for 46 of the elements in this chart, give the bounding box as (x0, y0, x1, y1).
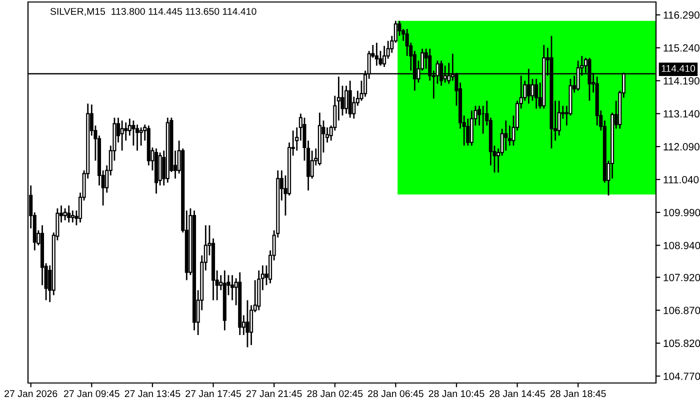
candlestick (70, 210, 74, 224)
candlestick (246, 300, 250, 348)
x-tick-label: 28 Jan 02:45 (307, 390, 363, 398)
candlestick (132, 120, 136, 146)
candlestick (348, 80, 352, 118)
candlestick (466, 118, 470, 146)
candlestick (139, 126, 143, 146)
ref-line-label: 114.410 (662, 65, 696, 72)
candlestick (310, 150, 314, 180)
y-tick-label: 114.190 (664, 77, 700, 85)
x-tick-label: 28 Jan 06:45 (368, 390, 424, 398)
candlestick (504, 120, 508, 152)
x-tick-label: 27 Jan 09:45 (64, 390, 120, 398)
candlestick (63, 208, 67, 221)
y-tick-label: 108.940 (664, 242, 700, 250)
candlestick (344, 85, 348, 114)
candlestick (530, 78, 534, 102)
x-tick-label: 27 Jan 17:45 (186, 390, 241, 398)
y-tick-label: 116.290 (664, 11, 700, 19)
y-tick-label: 105.820 (664, 340, 700, 348)
y-tick-label: 112.090 (664, 143, 700, 150)
x-tick-label: 27 Jan 13:45 (124, 390, 180, 398)
text: SILVER,M15 113.800 114.445 113.650 114.410 (50, 8, 256, 16)
y-tick-label: 115.240 (664, 44, 700, 52)
candlestick (120, 120, 124, 152)
candlestick (124, 122, 128, 142)
candlestick (508, 124, 512, 146)
x-tick-label: 28 Jan 10:45 (428, 390, 484, 398)
y-tick-label: 111.040 (664, 176, 699, 184)
y-tick-label: 104.770 (664, 372, 700, 380)
candlestick (557, 100, 561, 136)
y-tick-label: 107.920 (664, 274, 700, 282)
candlestick (135, 124, 140, 152)
candlestick (534, 78, 538, 110)
y-tick-label: 106.870 (664, 306, 700, 314)
candlestick (374, 42, 378, 66)
x-tick-label: 27 Jan 2026 (4, 390, 58, 398)
y-tick-label: 109.990 (664, 208, 700, 216)
candlestick (470, 110, 474, 146)
y-tick-label: 113.140 (664, 110, 700, 118)
x-tick-label: 27 Jan 21:45 (246, 390, 302, 398)
candlestick (230, 274, 234, 301)
candlestick (382, 45, 386, 68)
x-tick-label: 28 Jan 14:45 (490, 390, 545, 398)
candlestick (67, 204, 71, 224)
x-tick-label: 28 Jan 18:45 (550, 390, 606, 398)
